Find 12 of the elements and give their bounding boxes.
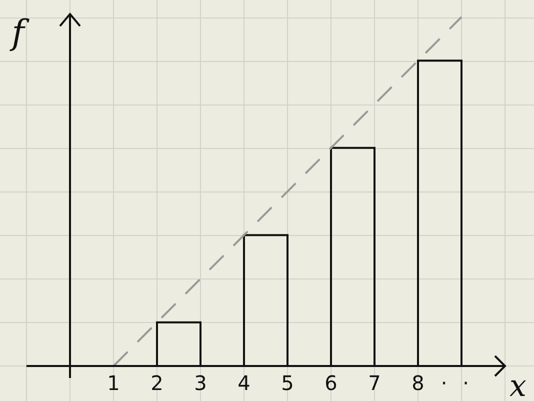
x-tick-label: 2 [150,371,164,395]
x-tick-label: 6 [324,371,338,395]
x-tick-label: · [440,371,448,395]
x-tick-label: 5 [281,371,294,395]
y-axis-title: f [8,13,30,53]
x-tick-label: 7 [368,371,381,395]
x-tick-label: 8 [412,371,424,395]
x-tick-label: 4 [238,371,250,395]
x-tick-label: · [462,371,470,395]
x-tick-label: 3 [194,371,207,395]
x-tick-label: 1 [107,371,120,395]
x-axis-title: x [510,369,527,401]
